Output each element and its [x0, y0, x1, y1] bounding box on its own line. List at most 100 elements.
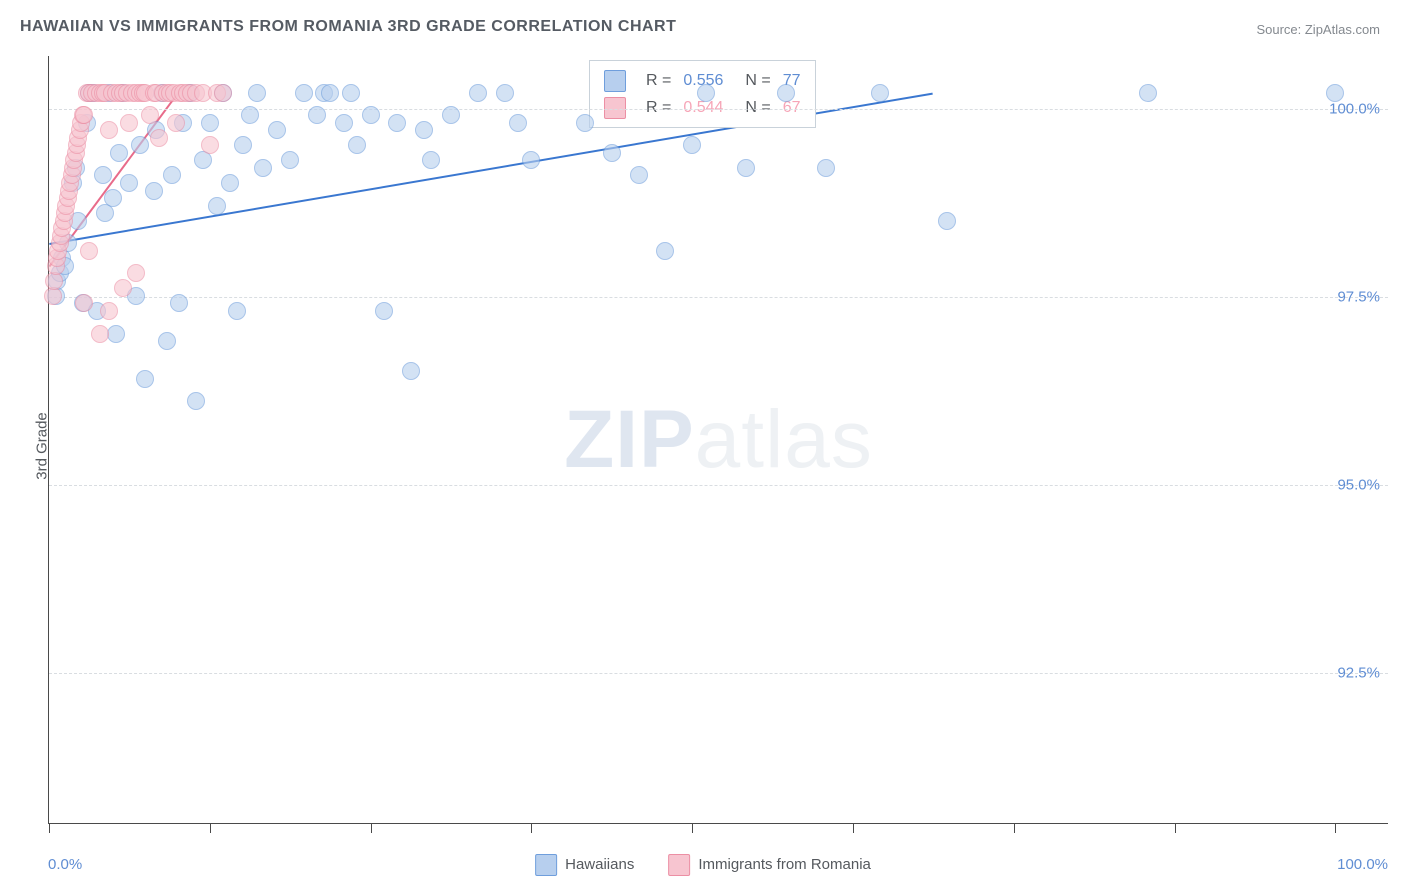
- scatter-point-romania: [127, 264, 145, 282]
- x-axis-max-label: 100.0%: [1337, 856, 1388, 873]
- x-axis-min-label: 0.0%: [48, 856, 82, 873]
- scatter-point-hawaiians: [120, 174, 138, 192]
- stats-R-label: R =: [646, 67, 671, 94]
- watermark-atlas: atlas: [695, 394, 873, 485]
- y-tick-label: 100.0%: [1329, 100, 1380, 117]
- scatter-plot: ZIPatlas R = 0.556N = 77R = 0.544N = 67 …: [48, 56, 1388, 824]
- scatter-point-hawaiians: [107, 325, 125, 343]
- watermark: ZIPatlas: [564, 393, 873, 487]
- x-tick: [1175, 823, 1176, 833]
- scatter-point-hawaiians: [402, 362, 420, 380]
- scatter-point-hawaiians: [375, 302, 393, 320]
- x-tick: [1014, 823, 1015, 833]
- scatter-point-romania: [214, 84, 232, 102]
- scatter-point-hawaiians: [248, 84, 266, 102]
- scatter-point-hawaiians: [938, 212, 956, 230]
- chart-title: HAWAIIAN VS IMMIGRANTS FROM ROMANIA 3RD …: [20, 18, 676, 36]
- scatter-point-hawaiians: [422, 151, 440, 169]
- legend-bottom: Hawaiians Immigrants from Romania: [535, 854, 871, 876]
- scatter-point-hawaiians: [656, 242, 674, 260]
- scatter-point-hawaiians: [469, 84, 487, 102]
- x-tick: [692, 823, 693, 833]
- scatter-point-hawaiians: [254, 159, 272, 177]
- stats-N-label: N =: [745, 67, 770, 94]
- scatter-point-hawaiians: [281, 151, 299, 169]
- source-label: Source: ZipAtlas.com: [1256, 22, 1380, 37]
- x-tick: [853, 823, 854, 833]
- scatter-point-hawaiians: [94, 166, 112, 184]
- scatter-point-hawaiians: [683, 136, 701, 154]
- scatter-point-hawaiians: [348, 136, 366, 154]
- scatter-point-hawaiians: [603, 144, 621, 162]
- legend-swatch: [668, 854, 690, 876]
- scatter-point-hawaiians: [388, 114, 406, 132]
- scatter-point-hawaiians: [136, 370, 154, 388]
- scatter-point-hawaiians: [308, 106, 326, 124]
- scatter-point-hawaiians: [777, 84, 795, 102]
- scatter-point-hawaiians: [630, 166, 648, 184]
- scatter-point-hawaiians: [110, 144, 128, 162]
- stats-swatch: [604, 70, 626, 92]
- legend-swatch: [535, 854, 557, 876]
- scatter-point-hawaiians: [221, 174, 239, 192]
- scatter-point-hawaiians: [871, 84, 889, 102]
- scatter-point-romania: [167, 114, 185, 132]
- scatter-point-hawaiians: [170, 294, 188, 312]
- scatter-point-romania: [91, 325, 109, 343]
- scatter-point-hawaiians: [321, 84, 339, 102]
- scatter-point-romania: [75, 294, 93, 312]
- scatter-point-romania: [100, 302, 118, 320]
- gridline-h: [49, 297, 1388, 298]
- scatter-point-hawaiians: [131, 136, 149, 154]
- x-tick: [210, 823, 211, 833]
- scatter-point-hawaiians: [442, 106, 460, 124]
- scatter-point-romania: [150, 129, 168, 147]
- scatter-point-romania: [100, 121, 118, 139]
- scatter-point-hawaiians: [187, 392, 205, 410]
- scatter-point-hawaiians: [342, 84, 360, 102]
- x-tick: [531, 823, 532, 833]
- scatter-point-hawaiians: [697, 84, 715, 102]
- scatter-point-hawaiians: [295, 84, 313, 102]
- scatter-point-romania: [80, 242, 98, 260]
- scatter-point-romania: [141, 106, 159, 124]
- y-tick-label: 95.0%: [1337, 477, 1380, 494]
- scatter-point-hawaiians: [234, 136, 252, 154]
- legend-item: Hawaiians: [535, 854, 634, 876]
- scatter-point-hawaiians: [241, 106, 259, 124]
- scatter-point-romania: [114, 279, 132, 297]
- scatter-point-hawaiians: [208, 197, 226, 215]
- scatter-point-hawaiians: [737, 159, 755, 177]
- scatter-point-romania: [201, 136, 219, 154]
- scatter-point-hawaiians: [201, 114, 219, 132]
- scatter-point-hawaiians: [576, 114, 594, 132]
- scatter-point-hawaiians: [268, 121, 286, 139]
- scatter-point-romania: [75, 106, 93, 124]
- scatter-point-hawaiians: [1139, 84, 1157, 102]
- scatter-point-romania: [120, 114, 138, 132]
- scatter-point-hawaiians: [228, 302, 246, 320]
- scatter-point-hawaiians: [362, 106, 380, 124]
- legend-label: Hawaiians: [565, 856, 634, 873]
- x-tick: [49, 823, 50, 833]
- y-tick-label: 97.5%: [1337, 288, 1380, 305]
- legend-item: Immigrants from Romania: [668, 854, 871, 876]
- y-tick-label: 92.5%: [1337, 665, 1380, 682]
- gridline-h: [49, 485, 1388, 486]
- scatter-point-hawaiians: [522, 151, 540, 169]
- x-tick: [371, 823, 372, 833]
- legend-label: Immigrants from Romania: [698, 856, 871, 873]
- scatter-point-hawaiians: [415, 121, 433, 139]
- x-tick: [1335, 823, 1336, 833]
- scatter-point-hawaiians: [509, 114, 527, 132]
- scatter-point-hawaiians: [104, 189, 122, 207]
- scatter-point-hawaiians: [335, 114, 353, 132]
- trend-lines: [49, 56, 1388, 823]
- watermark-zip: ZIP: [564, 394, 695, 485]
- scatter-point-hawaiians: [145, 182, 163, 200]
- scatter-point-hawaiians: [163, 166, 181, 184]
- scatter-point-hawaiians: [158, 332, 176, 350]
- gridline-h: [49, 673, 1388, 674]
- scatter-point-hawaiians: [496, 84, 514, 102]
- scatter-point-hawaiians: [1326, 84, 1344, 102]
